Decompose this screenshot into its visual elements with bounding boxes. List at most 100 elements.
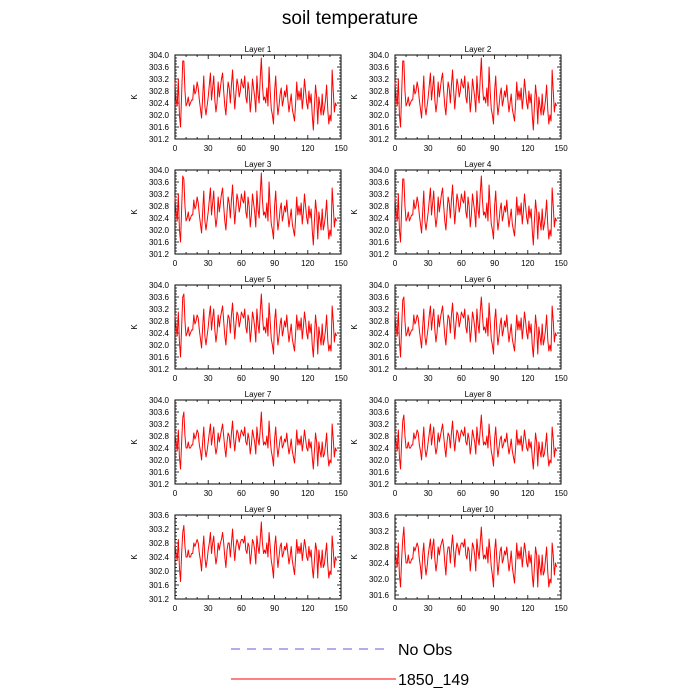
y-tick-label: 301.6: [149, 353, 170, 362]
y-tick-label: 302.4: [149, 444, 170, 453]
panel-layer-5: Layer 5 K 0 30 60 90 120 150 301.2 301.6 302.0 302.…: [130, 275, 348, 383]
y-tick-label: 303.2: [369, 527, 390, 536]
x-tick-label: 0: [173, 489, 178, 498]
x-tick-label: 90: [270, 374, 279, 383]
x-tick-label: 60: [237, 374, 246, 383]
x-tick-label: 60: [237, 259, 246, 268]
y-tick-label: 302.4: [369, 559, 390, 568]
y-tick-label: 302.4: [369, 444, 390, 453]
legend-label-no-obs: No Obs: [398, 642, 452, 659]
x-tick-label: 60: [457, 374, 466, 383]
x-tick-label: 90: [490, 604, 499, 613]
x-tick-label: 150: [334, 374, 348, 383]
y-tick-label: 301.2: [369, 480, 390, 489]
panel-layer-10: Layer 10 K 0 30 60 90 120 150 301.6 302.0 302.4 302…: [350, 505, 568, 613]
x-tick-label: 90: [490, 374, 499, 383]
y-tick-label: 302.0: [369, 456, 390, 465]
y-tick-label: 303.6: [149, 293, 170, 302]
x-tick-label: 150: [554, 374, 568, 383]
y-tick-label: 302.4: [149, 99, 170, 108]
x-tick-label: 150: [554, 489, 568, 498]
x-tick-label: 120: [301, 144, 315, 153]
y-tick-label: 302.4: [369, 214, 390, 223]
y-tick-label: 303.2: [149, 190, 170, 199]
y-tick-label: 301.6: [149, 123, 170, 132]
y-tick-label: 304.0: [149, 281, 170, 290]
y-tick-label: 303.2: [149, 75, 170, 84]
x-tick-label: 90: [270, 144, 279, 153]
y-tick-label: 303.2: [149, 525, 170, 534]
y-tick-label: 304.0: [369, 166, 390, 175]
x-tick-label: 90: [270, 259, 279, 268]
y-tick-label: 302.8: [149, 432, 170, 441]
x-tick-label: 150: [554, 144, 568, 153]
x-tick-label: 0: [393, 144, 398, 153]
panel-title: Layer 2: [465, 45, 492, 54]
x-tick-label: 90: [490, 144, 499, 153]
y-tick-label: 303.2: [369, 190, 390, 199]
x-tick-label: 90: [490, 489, 499, 498]
x-tick-label: 120: [521, 604, 535, 613]
y-tick-label: 302.4: [369, 329, 390, 338]
panel-title: Layer 7: [245, 390, 272, 399]
y-tick-label: 303.6: [149, 408, 170, 417]
x-tick-label: 90: [490, 259, 499, 268]
x-tick-label: 120: [521, 144, 535, 153]
y-tick-label: 303.6: [369, 63, 390, 72]
y-tick-label: 301.2: [149, 250, 170, 259]
y-axis-label: K: [130, 324, 139, 330]
x-tick-label: 120: [301, 259, 315, 268]
series-line-1850-149: [174, 57, 338, 131]
x-tick-label: 120: [301, 489, 315, 498]
y-tick-label: 302.8: [369, 317, 390, 326]
plot-frame: [394, 514, 562, 600]
y-tick-label: 304.0: [369, 51, 390, 60]
y-tick-label: 303.6: [369, 178, 390, 187]
y-tick-label: 302.4: [149, 553, 170, 562]
y-tick-label: 303.6: [369, 511, 390, 520]
y-tick-label: 301.2: [369, 135, 390, 144]
x-tick-label: 0: [173, 144, 178, 153]
panel-title: Layer 5: [245, 275, 272, 284]
x-tick-label: 30: [204, 604, 213, 613]
x-tick-label: 30: [424, 144, 433, 153]
x-tick-label: 150: [554, 259, 568, 268]
y-axis-label: K: [130, 94, 139, 100]
y-tick-label: 302.4: [149, 214, 170, 223]
y-tick-label: 301.6: [149, 238, 170, 247]
x-tick-label: 60: [457, 489, 466, 498]
y-tick-label: 301.6: [149, 581, 170, 590]
y-tick-label: 304.0: [149, 166, 170, 175]
x-tick-label: 0: [393, 604, 398, 613]
series-line-1850-149: [394, 175, 558, 246]
y-tick-label: 302.0: [149, 226, 170, 235]
y-axis-label: K: [130, 439, 139, 445]
y-tick-label: 301.2: [369, 250, 390, 259]
y-axis-label: K: [350, 554, 359, 560]
series-line-1850-149: [174, 172, 338, 246]
y-tick-label: 302.8: [369, 432, 390, 441]
y-tick-label: 302.8: [369, 202, 390, 211]
x-tick-label: 30: [204, 374, 213, 383]
y-tick-label: 301.6: [369, 123, 390, 132]
y-tick-label: 303.2: [369, 75, 390, 84]
y-tick-label: 302.4: [369, 99, 390, 108]
y-tick-label: 302.8: [149, 317, 170, 326]
x-tick-label: 30: [204, 144, 213, 153]
y-tick-label: 302.8: [369, 87, 390, 96]
series-line-1850-149: [174, 521, 338, 582]
x-tick-label: 0: [393, 374, 398, 383]
x-tick-label: 30: [424, 489, 433, 498]
panel-title: Layer 6: [465, 275, 492, 284]
x-tick-label: 150: [334, 144, 348, 153]
panel-title: Layer 3: [245, 160, 272, 169]
x-tick-label: 150: [334, 604, 348, 613]
y-tick-label: 304.0: [149, 51, 170, 60]
panel-title: Layer 1: [245, 45, 272, 54]
x-tick-label: 0: [173, 259, 178, 268]
y-tick-label: 302.0: [369, 226, 390, 235]
y-tick-label: 303.2: [149, 420, 170, 429]
y-tick-label: 303.6: [149, 178, 170, 187]
panel-layer-1: Layer 1 K 0 30 60 90 120 150 301.2 301.6 302.0 302.…: [130, 45, 348, 153]
x-tick-label: 150: [554, 604, 568, 613]
